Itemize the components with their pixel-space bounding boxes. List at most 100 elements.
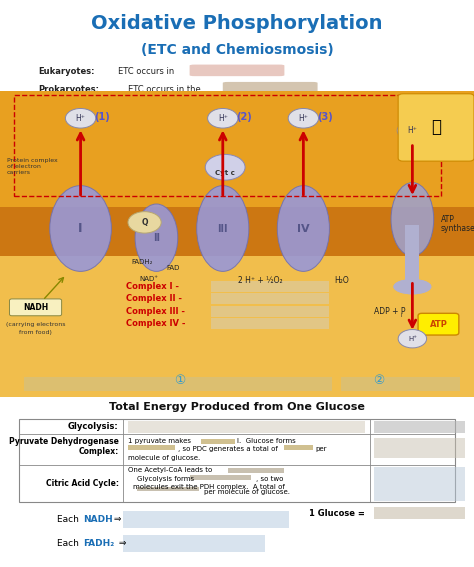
Text: molecule of glucose.: molecule of glucose. <box>128 455 200 461</box>
Text: per: per <box>315 446 327 452</box>
Bar <box>211 293 329 304</box>
Bar <box>201 439 235 443</box>
Text: II: II <box>153 232 160 243</box>
Circle shape <box>208 108 238 128</box>
FancyBboxPatch shape <box>9 299 62 316</box>
Circle shape <box>205 154 245 180</box>
Text: i: i <box>401 312 402 318</box>
Text: molecules exit the PDH complex.  A total of: molecules exit the PDH complex. A total … <box>133 484 284 490</box>
Text: Complex IV -: Complex IV - <box>126 319 185 328</box>
Circle shape <box>397 121 428 140</box>
Text: ⇒: ⇒ <box>111 515 122 524</box>
Text: NADH: NADH <box>23 303 48 312</box>
Text: Glycolysis forms: Glycolysis forms <box>137 476 195 482</box>
Text: synthase: synthase <box>441 224 474 233</box>
Text: Each: Each <box>57 539 82 548</box>
Text: Q: Q <box>141 218 148 227</box>
Bar <box>374 507 465 519</box>
Circle shape <box>65 108 96 128</box>
Bar <box>0 207 474 256</box>
Bar <box>341 377 460 391</box>
Ellipse shape <box>135 204 178 272</box>
Text: ETC occurs in: ETC occurs in <box>118 67 175 77</box>
Text: Complex I -: Complex I - <box>126 282 179 291</box>
Text: from food): from food) <box>19 330 52 335</box>
Bar <box>24 377 332 391</box>
Text: per molecule of glucose.: per molecule of glucose. <box>204 489 290 495</box>
Text: , so PDC generates a total of: , so PDC generates a total of <box>178 446 278 452</box>
Bar <box>123 511 289 528</box>
Text: Each: Each <box>57 515 82 524</box>
Text: Protein complex
of electron
carriers: Protein complex of electron carriers <box>7 158 58 175</box>
Text: (3): (3) <box>317 112 333 122</box>
Text: Citric Acid Cycle:: Citric Acid Cycle: <box>46 479 118 488</box>
Text: NADH: NADH <box>83 515 113 524</box>
Text: Eukaryotes:: Eukaryotes: <box>38 67 94 77</box>
Bar <box>19 419 455 502</box>
Text: 1 Glucose =: 1 Glucose = <box>309 509 365 518</box>
Text: Oxidative Phosphorylation: Oxidative Phosphorylation <box>91 14 383 33</box>
Text: ⇒: ⇒ <box>116 539 127 548</box>
Text: ADP + P: ADP + P <box>374 307 406 316</box>
Bar <box>123 535 265 552</box>
Bar <box>228 468 284 473</box>
Bar <box>128 445 175 450</box>
Bar <box>190 476 251 480</box>
Text: (2): (2) <box>236 112 252 122</box>
Bar <box>128 421 365 433</box>
Ellipse shape <box>50 185 111 272</box>
Text: H⁺: H⁺ <box>76 114 85 123</box>
FancyBboxPatch shape <box>190 65 284 76</box>
Text: H⁺: H⁺ <box>408 336 417 342</box>
Ellipse shape <box>277 185 329 272</box>
Bar <box>405 226 419 281</box>
Text: 2 H⁺ + ½O₂: 2 H⁺ + ½O₂ <box>238 276 283 285</box>
Ellipse shape <box>393 279 431 294</box>
Text: (carrying electrons: (carrying electrons <box>6 323 65 328</box>
Text: (1): (1) <box>94 112 110 122</box>
Text: 🔴: 🔴 <box>431 119 441 137</box>
Bar <box>374 421 465 433</box>
Ellipse shape <box>391 183 434 256</box>
FancyBboxPatch shape <box>418 314 459 335</box>
Text: ②: ② <box>374 374 385 387</box>
Text: (ETC and Chemiosmosis): (ETC and Chemiosmosis) <box>141 44 333 57</box>
Text: , so two: , so two <box>256 476 283 482</box>
Text: FADH₂: FADH₂ <box>131 259 153 265</box>
FancyBboxPatch shape <box>398 94 474 161</box>
Text: Complex II -: Complex II - <box>126 294 182 303</box>
Bar <box>14 95 441 196</box>
Bar <box>374 467 465 501</box>
Bar <box>0 256 474 397</box>
Text: One Acetyl-CoA leads to: One Acetyl-CoA leads to <box>128 467 212 473</box>
Bar <box>211 318 329 329</box>
Text: NAD⁺: NAD⁺ <box>140 276 159 282</box>
Text: Cyt c: Cyt c <box>215 171 235 176</box>
Bar <box>374 438 465 458</box>
Text: I: I <box>78 222 83 235</box>
FancyBboxPatch shape <box>223 82 318 94</box>
Text: ATP: ATP <box>429 320 447 328</box>
Text: H⁺: H⁺ <box>299 114 308 123</box>
Bar <box>284 445 313 450</box>
Text: H⁺: H⁺ <box>408 126 417 135</box>
Text: Complex III -: Complex III - <box>126 307 184 316</box>
Text: IV: IV <box>297 223 310 234</box>
Text: ①: ① <box>174 374 186 387</box>
Circle shape <box>128 211 161 233</box>
Text: Glycolysis:: Glycolysis: <box>68 422 118 431</box>
Text: FADH₂: FADH₂ <box>83 539 114 548</box>
Text: ETC occurs in the: ETC occurs in the <box>128 85 201 94</box>
Ellipse shape <box>197 185 249 272</box>
Bar <box>211 281 329 292</box>
Text: H₂O: H₂O <box>334 276 349 285</box>
Bar <box>137 486 199 491</box>
Bar <box>211 306 329 317</box>
Text: III: III <box>218 223 228 234</box>
Text: FAD: FAD <box>166 265 180 271</box>
Text: l.  Glucose forms: l. Glucose forms <box>237 438 296 444</box>
Text: H⁺: H⁺ <box>218 114 228 123</box>
Circle shape <box>398 329 427 348</box>
Text: 1 pyruvate makes: 1 pyruvate makes <box>128 438 191 444</box>
Text: Prokaryotes:: Prokaryotes: <box>38 85 99 94</box>
